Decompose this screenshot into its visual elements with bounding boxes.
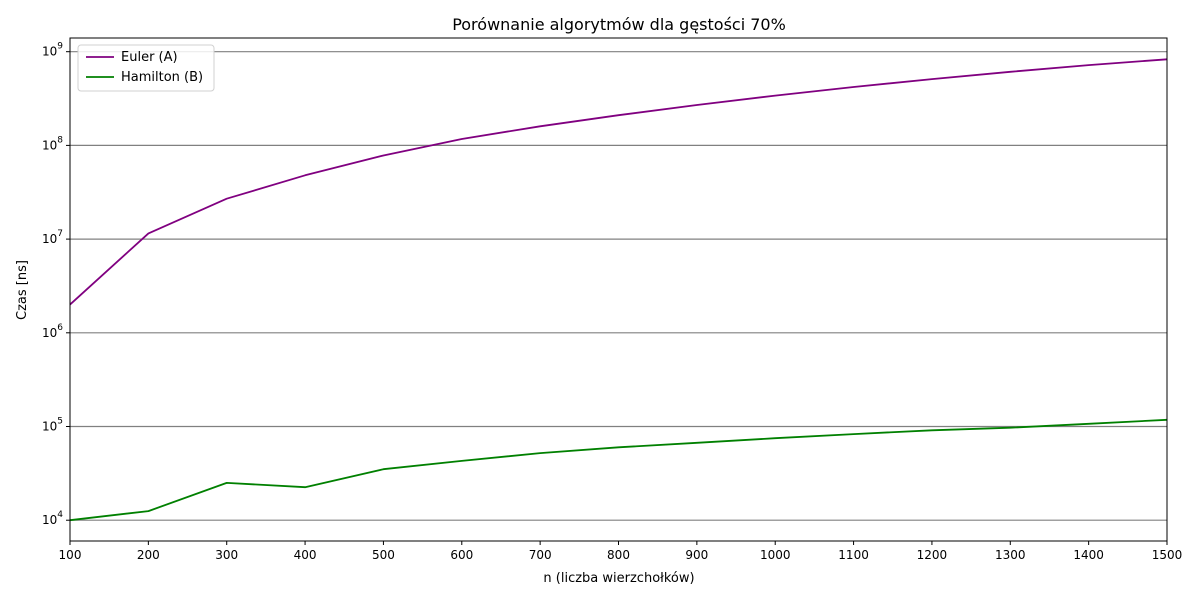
y-tick-exponent: 9 [57,42,63,52]
legend-label: Euler (A) [121,50,178,65]
y-tick-label: 104 [42,510,63,527]
x-tick-label: 1100 [838,548,869,562]
x-axis-label: n (liczba wierzchołków) [543,571,694,586]
series-line-1 [69,418,1168,522]
y-axis-label: Czas [ns] [15,260,30,320]
x-tick-label: 1000 [760,548,791,562]
x-axis: 100 200 300 400 500 600 700 800 900 1000 1100 1200 1… [59,541,1183,562]
y-tick-base: 10 [42,513,57,527]
y-tick-exponent: 5 [57,417,63,427]
y-tick-base: 10 [42,138,57,152]
y-tick-exponent: 6 [57,323,63,333]
x-tick-label: 100 [59,548,82,562]
x-tick-label: 500 [372,548,395,562]
y-tick-exponent: 4 [57,510,63,520]
y-tick-exponent: 8 [57,135,63,145]
legend: Euler (A) Hamilton (B) [77,44,215,92]
series-line-0 [69,58,1168,306]
x-tick-label: 700 [529,548,552,562]
y-tick-label: 107 [42,229,63,246]
y-tick-exponent: 7 [57,229,63,239]
x-tick-label: 600 [450,548,473,562]
series-lines [69,58,1168,522]
y-tick-label: 105 [42,417,63,434]
y-tick-base: 10 [42,420,57,434]
x-tick-label: 1400 [1073,548,1104,562]
x-tick-label: 1300 [995,548,1026,562]
legend-label: Hamilton (B) [121,70,203,85]
x-tick-label: 400 [294,548,317,562]
chart-title: Porównanie algorytmów dla gęstości 70% [452,15,786,34]
gridlines [70,51,1167,521]
x-tick-label: 300 [215,548,238,562]
y-tick-base: 10 [42,232,57,246]
y-tick-base: 10 [42,326,57,340]
y-tick-label: 109 [42,42,63,59]
x-tick-label: 900 [685,548,708,562]
x-tick-label: 200 [137,548,160,562]
y-tick-label: 106 [42,323,63,340]
y-tick-label: 108 [42,135,63,152]
plot-frame [69,37,1168,542]
x-tick-label: 1200 [917,548,948,562]
x-tick-label: 800 [607,548,630,562]
y-tick-base: 10 [42,45,57,59]
x-tick-label: 1500 [1152,548,1183,562]
